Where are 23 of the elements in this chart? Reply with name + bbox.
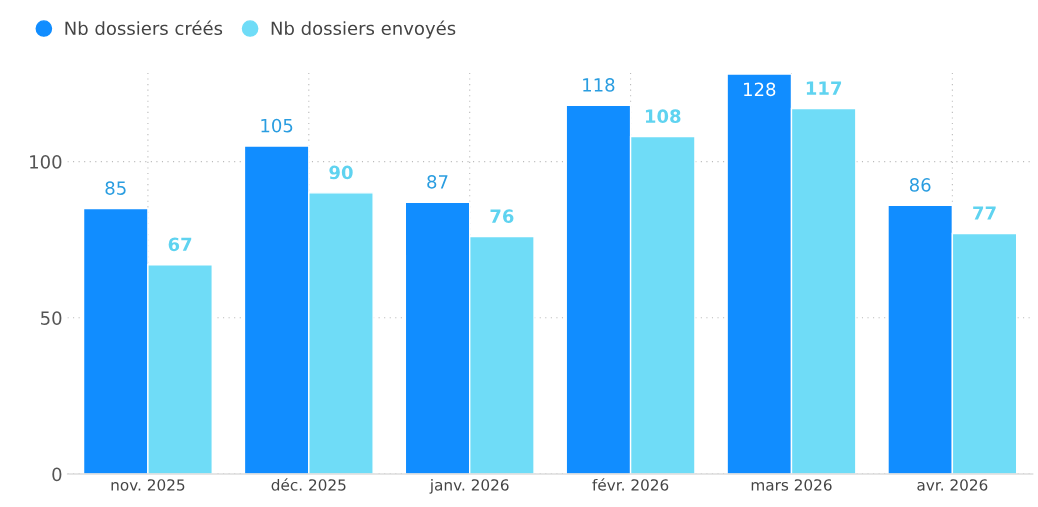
y-tick-label: 0 bbox=[52, 467, 62, 482]
data-label: 108 bbox=[645, 109, 681, 124]
x-tick-label: nov. 2025 bbox=[111, 479, 185, 491]
data-label: 67 bbox=[168, 237, 192, 252]
y-tick-label: 100 bbox=[30, 155, 62, 169]
data-label: 87 bbox=[427, 174, 448, 189]
x-tick-label: avr. 2026 bbox=[917, 479, 988, 491]
x-tick-label: janv. 2026 bbox=[429, 478, 509, 494]
y-tick-label: 50 bbox=[41, 311, 62, 325]
data-label: 117 bbox=[806, 81, 842, 95]
legend-label: Nb dossiers créés bbox=[65, 20, 223, 36]
data-label: 86 bbox=[909, 178, 931, 192]
x-tick-label: mars 2026 bbox=[751, 479, 832, 491]
data-label: 128 bbox=[744, 82, 776, 97]
data-label: 105 bbox=[261, 118, 293, 133]
data-label: 90 bbox=[329, 165, 353, 180]
legend-label: Nb dossiers envoyés bbox=[271, 20, 456, 39]
data-label: 85 bbox=[105, 181, 126, 195]
data-label: 76 bbox=[490, 209, 514, 224]
data-label: 118 bbox=[583, 78, 615, 92]
x-tick-label: févr. 2026 bbox=[592, 478, 669, 491]
x-tick-label: déc. 2025 bbox=[271, 478, 346, 491]
data-label: 77 bbox=[973, 206, 996, 220]
